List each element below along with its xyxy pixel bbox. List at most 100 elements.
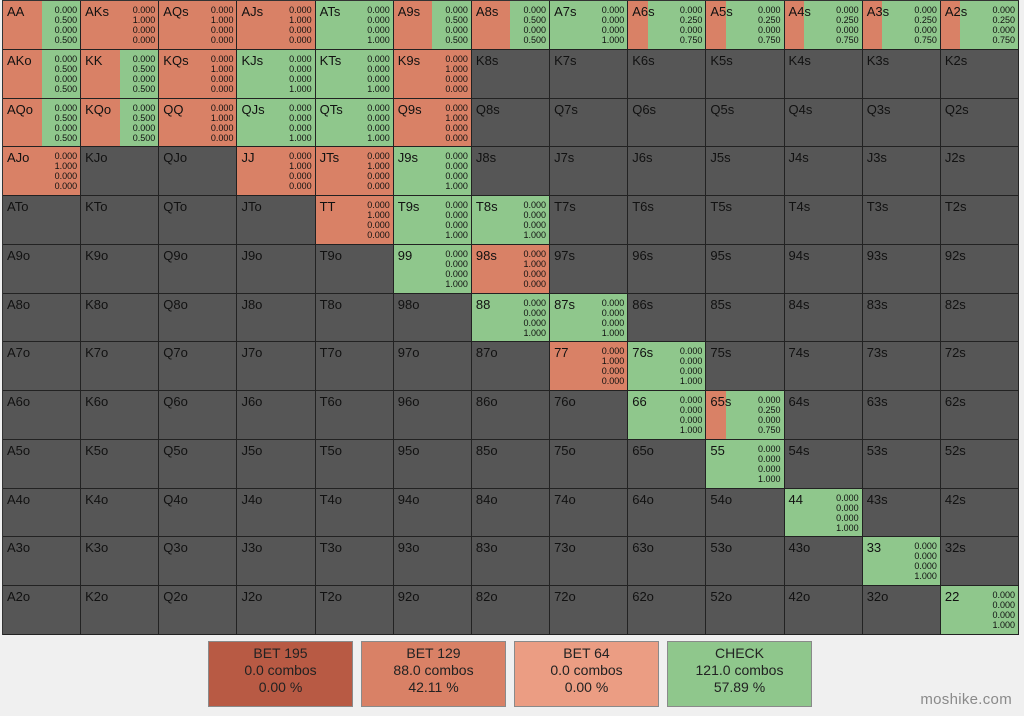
hand-cell-J4s[interactable]: J4s [784, 147, 863, 197]
hand-cell-54s[interactable]: 54s [784, 439, 863, 489]
hand-cell-KTo[interactable]: KTo [81, 196, 160, 245]
legend-bet-195[interactable]: BET 195 0.0 combos 0.00 % [208, 641, 353, 707]
hand-cell-52s[interactable]: 52s [940, 439, 1019, 489]
hand-cell-77[interactable]: 0.000 1.000 0.000 0.000 77 [550, 342, 629, 392]
hand-cell-JTs[interactable]: 0.000 1.000 0.000 0.000 JTs [315, 147, 394, 197]
hand-cell-64o[interactable]: 64o [628, 488, 707, 538]
hand-cell-22[interactable]: 0.000 0.000 0.000 1.000 22 [940, 586, 1019, 635]
hand-cell-J9s[interactable]: 0.000 0.000 0.000 1.000 J9s [393, 147, 472, 197]
legend-bet-64[interactable]: BET 64 0.0 combos 0.00 % [514, 641, 659, 707]
hand-cell-76s[interactable]: 0.000 0.000 0.000 1.000 76s [628, 342, 707, 392]
hand-cell-A7o[interactable]: A7o [3, 342, 82, 392]
hand-cell-A4s[interactable]: 0.000 0.250 0.000 0.750 A4s [784, 1, 863, 50]
hand-cell-32s[interactable]: 32s [940, 537, 1019, 587]
hand-cell-Q3s[interactable]: Q3s [862, 98, 941, 148]
hand-cell-QQ[interactable]: 0.000 1.000 0.000 0.000 QQ [159, 98, 238, 148]
hand-cell-85s[interactable]: 85s [706, 293, 785, 343]
hand-cell-74o[interactable]: 74o [550, 488, 629, 538]
hand-cell-66[interactable]: 0.000 0.000 0.000 1.000 66 [628, 391, 707, 440]
hand-cell-Q5o[interactable]: Q5o [159, 439, 238, 489]
hand-cell-T5s[interactable]: T5s [706, 196, 785, 245]
hand-cell-55[interactable]: 0.000 0.000 0.000 1.000 55 [706, 439, 785, 489]
hand-cell-A3o[interactable]: A3o [3, 537, 82, 587]
hand-cell-Q4s[interactable]: Q4s [784, 98, 863, 148]
hand-cell-54o[interactable]: 54o [706, 488, 785, 538]
hand-cell-JJ[interactable]: 0.000 1.000 0.000 0.000 JJ [237, 147, 316, 197]
hand-cell-Q2o[interactable]: Q2o [159, 586, 238, 635]
hand-cell-K5o[interactable]: K5o [81, 439, 160, 489]
hand-cell-T7s[interactable]: T7s [550, 196, 629, 245]
hand-cell-87o[interactable]: 87o [471, 342, 551, 392]
hand-cell-53s[interactable]: 53s [862, 439, 941, 489]
hand-cell-JTo[interactable]: JTo [237, 196, 316, 245]
hand-cell-ATs[interactable]: 0.000 0.000 0.000 1.000 ATs [315, 1, 394, 50]
hand-cell-KJs[interactable]: 0.000 0.000 0.000 1.000 KJs [237, 49, 316, 99]
hand-cell-A5s[interactable]: 0.000 0.250 0.000 0.750 A5s [706, 1, 785, 50]
hand-cell-J4o[interactable]: J4o [237, 488, 316, 538]
hand-cell-T4o[interactable]: T4o [315, 488, 394, 538]
hand-cell-K9o[interactable]: K9o [81, 244, 160, 294]
hand-cell-63s[interactable]: 63s [862, 391, 941, 440]
hand-cell-73s[interactable]: 73s [862, 342, 941, 392]
hand-cell-J7o[interactable]: J7o [237, 342, 316, 392]
hand-cell-KQs[interactable]: 0.000 1.000 0.000 0.000 KQs [159, 49, 238, 99]
hand-cell-T6o[interactable]: T6o [315, 391, 394, 440]
hand-cell-Q7o[interactable]: Q7o [159, 342, 238, 392]
hand-cell-T4s[interactable]: T4s [784, 196, 863, 245]
hand-cell-72s[interactable]: 72s [940, 342, 1019, 392]
legend-check[interactable]: CHECK 121.0 combos 57.89 % [667, 641, 812, 707]
hand-cell-86s[interactable]: 86s [628, 293, 707, 343]
hand-cell-AKo[interactable]: 0.000 0.500 0.000 0.500 AKo [3, 49, 82, 99]
hand-cell-QTo[interactable]: QTo [159, 196, 238, 245]
hand-cell-J9o[interactable]: J9o [237, 244, 316, 294]
hand-cell-42o[interactable]: 42o [784, 586, 863, 635]
hand-cell-T8s[interactable]: 0.000 0.000 0.000 1.000 T8s [471, 196, 551, 245]
hand-cell-Q5s[interactable]: Q5s [706, 98, 785, 148]
hand-cell-88[interactable]: 0.000 0.000 0.000 1.000 88 [471, 293, 551, 343]
hand-cell-75o[interactable]: 75o [550, 439, 629, 489]
hand-cell-K4s[interactable]: K4s [784, 49, 863, 99]
hand-cell-82o[interactable]: 82o [471, 586, 551, 635]
hand-cell-75s[interactable]: 75s [706, 342, 785, 392]
hand-cell-J5o[interactable]: J5o [237, 439, 316, 489]
hand-cell-98o[interactable]: 98o [393, 293, 472, 343]
hand-cell-92o[interactable]: 92o [393, 586, 472, 635]
hand-cell-95o[interactable]: 95o [393, 439, 472, 489]
hand-cell-A2s[interactable]: 0.000 0.250 0.000 0.750 A2s [940, 1, 1019, 50]
hand-cell-Q9s[interactable]: 0.000 1.000 0.000 0.000 Q9s [393, 98, 472, 148]
hand-cell-A8s[interactable]: 0.000 0.500 0.000 0.500 A8s [471, 1, 551, 50]
hand-cell-J6o[interactable]: J6o [237, 391, 316, 440]
hand-cell-93s[interactable]: 93s [862, 244, 941, 294]
hand-cell-76o[interactable]: 76o [550, 391, 629, 440]
hand-cell-86o[interactable]: 86o [471, 391, 551, 440]
hand-cell-K2o[interactable]: K2o [81, 586, 160, 635]
hand-cell-KTs[interactable]: 0.000 0.000 0.000 1.000 KTs [315, 49, 394, 99]
hand-cell-A8o[interactable]: A8o [3, 293, 82, 343]
hand-cell-AQs[interactable]: 0.000 1.000 0.000 0.000 AQs [159, 1, 238, 50]
hand-cell-T5o[interactable]: T5o [315, 439, 394, 489]
hand-cell-T3s[interactable]: T3s [862, 196, 941, 245]
hand-cell-Q8s[interactable]: Q8s [471, 98, 551, 148]
hand-cell-Q7s[interactable]: Q7s [550, 98, 629, 148]
hand-cell-62o[interactable]: 62o [628, 586, 707, 635]
hand-cell-AA[interactable]: 0.000 0.500 0.000 0.500 AA [3, 1, 82, 50]
hand-cell-T3o[interactable]: T3o [315, 537, 394, 587]
hand-cell-Q3o[interactable]: Q3o [159, 537, 238, 587]
hand-cell-98s[interactable]: 0.000 1.000 0.000 0.000 98s [471, 244, 551, 294]
hand-cell-Q6s[interactable]: Q6s [628, 98, 707, 148]
hand-cell-K6o[interactable]: K6o [81, 391, 160, 440]
hand-cell-K6s[interactable]: K6s [628, 49, 707, 99]
hand-cell-K9s[interactable]: 0.000 1.000 0.000 0.000 K9s [393, 49, 472, 99]
hand-cell-K4o[interactable]: K4o [81, 488, 160, 538]
hand-cell-82s[interactable]: 82s [940, 293, 1019, 343]
hand-cell-A9o[interactable]: A9o [3, 244, 82, 294]
hand-cell-J8s[interactable]: J8s [471, 147, 551, 197]
hand-cell-65s[interactable]: 0.000 0.250 0.000 0.750 65s [706, 391, 785, 440]
hand-cell-44[interactable]: 0.000 0.000 0.000 1.000 44 [784, 488, 863, 538]
hand-cell-72o[interactable]: 72o [550, 586, 629, 635]
hand-cell-94o[interactable]: 94o [393, 488, 472, 538]
hand-cell-A3s[interactable]: 0.000 0.250 0.000 0.750 A3s [862, 1, 941, 50]
hand-cell-Q8o[interactable]: Q8o [159, 293, 238, 343]
hand-cell-T9s[interactable]: 0.000 0.000 0.000 1.000 T9s [393, 196, 472, 245]
hand-cell-99[interactable]: 0.000 0.000 0.000 1.000 99 [393, 244, 472, 294]
